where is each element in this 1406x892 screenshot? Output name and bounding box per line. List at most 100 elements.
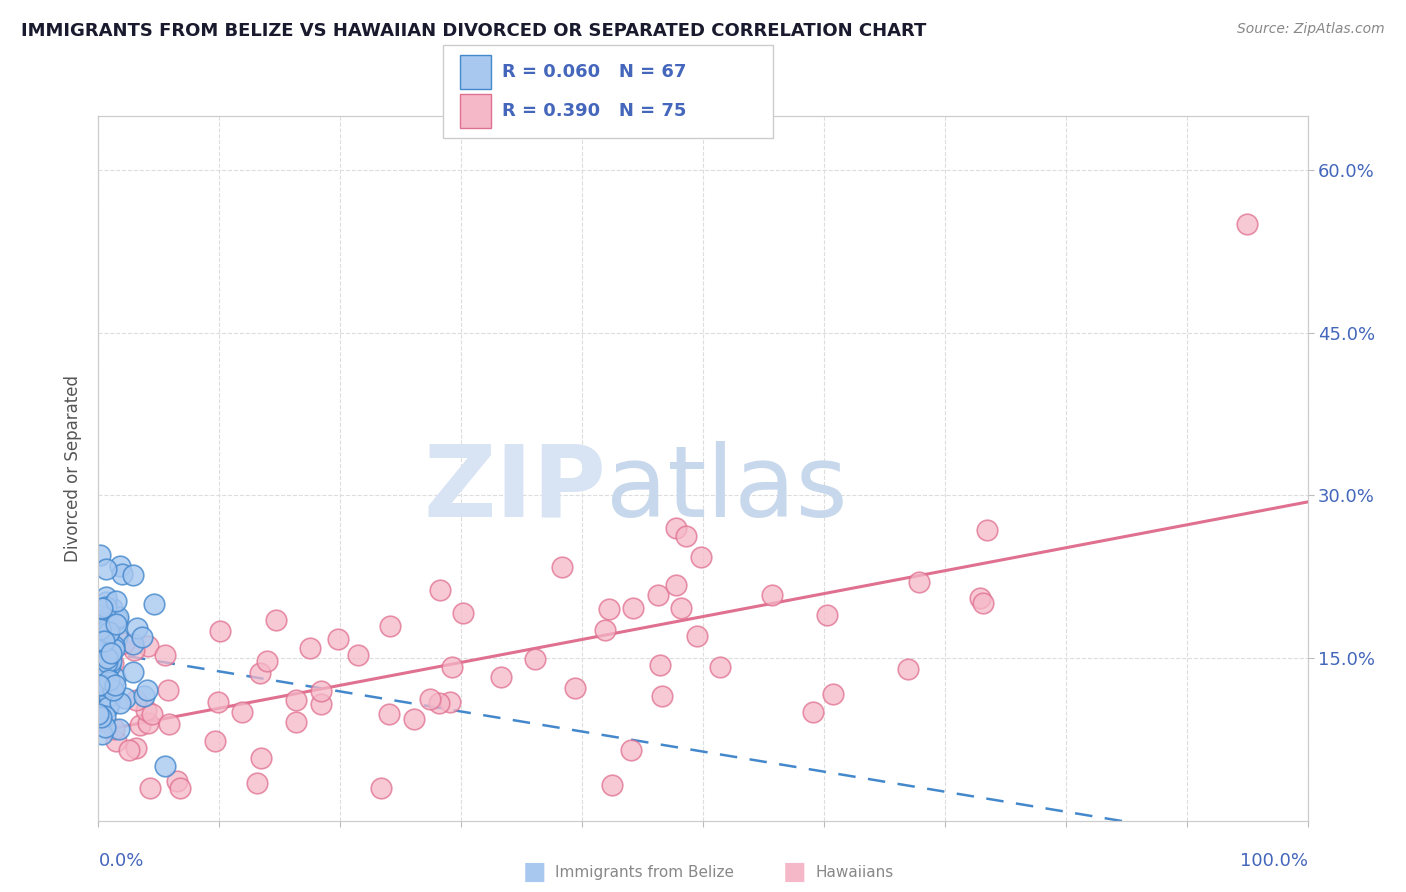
Text: Source: ZipAtlas.com: Source: ZipAtlas.com	[1237, 22, 1385, 37]
Point	[104, 671, 127, 685]
Point	[90, 727, 112, 741]
Point	[107, 609, 129, 624]
Point	[370, 781, 392, 796]
Point	[690, 550, 713, 565]
Point	[121, 568, 143, 582]
Point	[101, 682, 124, 697]
Point	[669, 600, 692, 615]
Point	[90, 710, 112, 724]
Point	[551, 560, 574, 574]
Point	[93, 615, 115, 629]
Point	[87, 707, 110, 722]
Point	[91, 641, 114, 656]
Point	[118, 743, 141, 757]
Point	[98, 658, 121, 673]
Point	[299, 640, 322, 655]
Point	[96, 691, 118, 706]
Point	[96, 562, 118, 576]
Point	[815, 607, 838, 622]
Text: atlas: atlas	[606, 441, 848, 538]
Point	[131, 630, 153, 644]
Point	[249, 751, 271, 765]
Point	[246, 776, 269, 790]
Text: R = 0.060   N = 67: R = 0.060 N = 67	[502, 63, 686, 81]
Point	[621, 601, 644, 615]
Point	[100, 647, 122, 661]
Point	[105, 630, 128, 644]
Point	[1236, 218, 1258, 232]
Point	[98, 690, 121, 704]
Point	[122, 642, 145, 657]
Point	[110, 558, 132, 573]
Point	[93, 634, 115, 648]
Text: ■: ■	[523, 861, 546, 884]
Point	[647, 588, 669, 602]
Point	[114, 691, 136, 706]
Point	[112, 636, 135, 650]
Point	[976, 524, 998, 538]
Point	[761, 588, 783, 602]
Point	[105, 594, 128, 608]
Point	[897, 662, 920, 676]
Point	[93, 709, 115, 723]
Point	[101, 656, 124, 670]
Point	[89, 678, 111, 692]
Point	[94, 665, 117, 680]
Point	[969, 591, 991, 605]
Point	[132, 689, 155, 703]
Point	[125, 741, 148, 756]
Point	[429, 582, 451, 597]
Point	[89, 548, 111, 562]
Point	[686, 629, 709, 643]
Point	[665, 578, 688, 592]
Point	[157, 683, 180, 698]
Point	[284, 693, 307, 707]
Point	[821, 688, 844, 702]
Point	[648, 658, 671, 673]
Point	[620, 743, 643, 757]
Point	[326, 632, 349, 647]
Point	[136, 716, 159, 731]
Point	[166, 774, 188, 789]
Text: 0.0%: 0.0%	[98, 853, 143, 871]
Point	[96, 608, 118, 623]
Point	[90, 646, 112, 660]
Point	[207, 695, 229, 709]
Point	[103, 722, 125, 736]
Text: R = 0.390   N = 75: R = 0.390 N = 75	[502, 102, 686, 120]
Point	[89, 634, 111, 648]
Point	[127, 621, 149, 635]
Point	[709, 660, 731, 674]
Point	[107, 722, 129, 736]
Point	[142, 597, 165, 611]
Point	[157, 716, 180, 731]
Point	[665, 521, 688, 535]
Point	[138, 639, 160, 653]
Point	[98, 624, 121, 639]
Point	[93, 665, 115, 679]
Point	[204, 734, 226, 748]
Point	[564, 681, 586, 695]
Point	[91, 601, 114, 615]
Point	[231, 705, 253, 719]
Point	[427, 696, 450, 710]
Point	[523, 652, 546, 666]
Point	[91, 669, 114, 683]
Point	[155, 648, 177, 662]
Point	[600, 778, 623, 792]
Text: 100.0%: 100.0%	[1240, 853, 1308, 871]
Point	[311, 697, 333, 711]
Point	[593, 623, 616, 637]
Point	[439, 695, 461, 709]
Point	[377, 706, 399, 721]
Point	[108, 697, 131, 711]
Point	[419, 692, 441, 706]
Point	[89, 622, 111, 636]
Point	[96, 655, 118, 669]
Text: Immigrants from Belize: Immigrants from Belize	[555, 865, 734, 880]
Point	[264, 613, 287, 627]
Point	[128, 718, 150, 732]
Point	[104, 617, 127, 632]
Point	[97, 626, 120, 640]
Point	[104, 734, 127, 748]
